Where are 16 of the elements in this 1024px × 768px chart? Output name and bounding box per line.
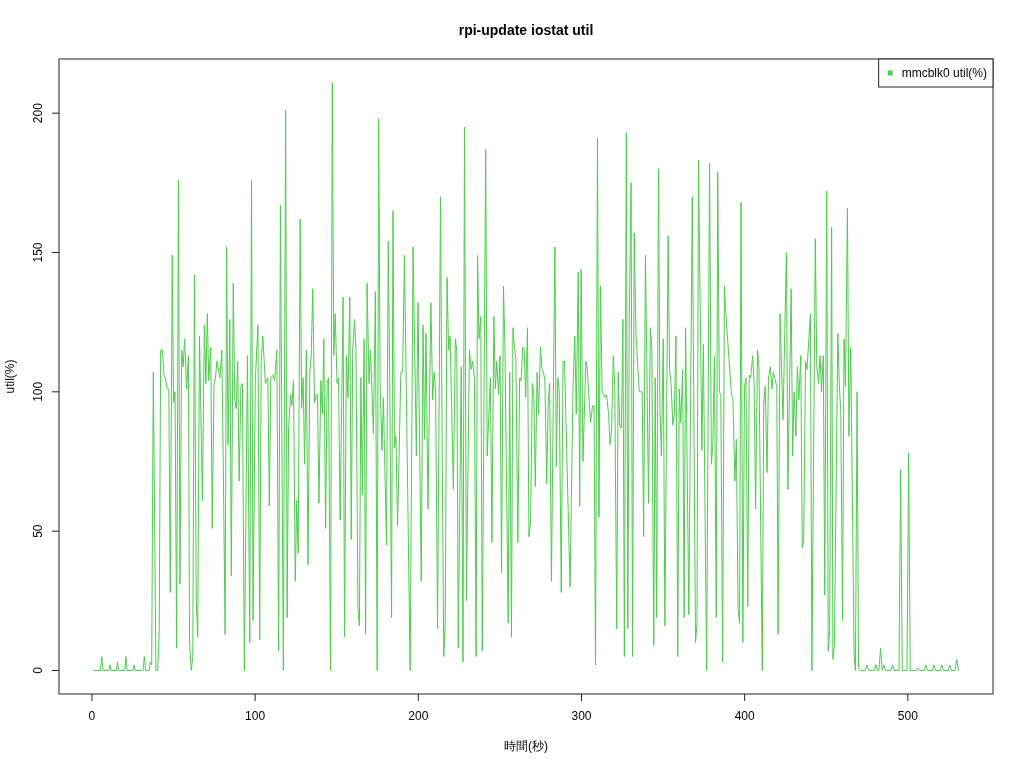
x-tick-label: 100 [245, 709, 266, 723]
x-tick-label: 200 [408, 709, 429, 723]
legend-label: mmcblk0 util(%) [901, 66, 987, 80]
title: rpi-update iostat util [458, 22, 594, 38]
y-tick-label: 150 [31, 242, 45, 263]
y-tick-label: 100 [31, 381, 45, 402]
x-tick-label: 400 [734, 709, 755, 723]
legend: mmcblk0 util(%) [878, 58, 994, 88]
ylabel: util(%) [3, 359, 17, 394]
x-tick-label: 500 [897, 709, 919, 723]
xlabel: 時間(秒) [504, 739, 548, 753]
x-tick-label: 0 [88, 709, 96, 723]
y-tick-label: 0 [31, 666, 45, 674]
x-tick-label: 300 [571, 709, 592, 723]
y-tick-label: 200 [31, 102, 45, 124]
y-tick-label: 50 [31, 524, 45, 538]
